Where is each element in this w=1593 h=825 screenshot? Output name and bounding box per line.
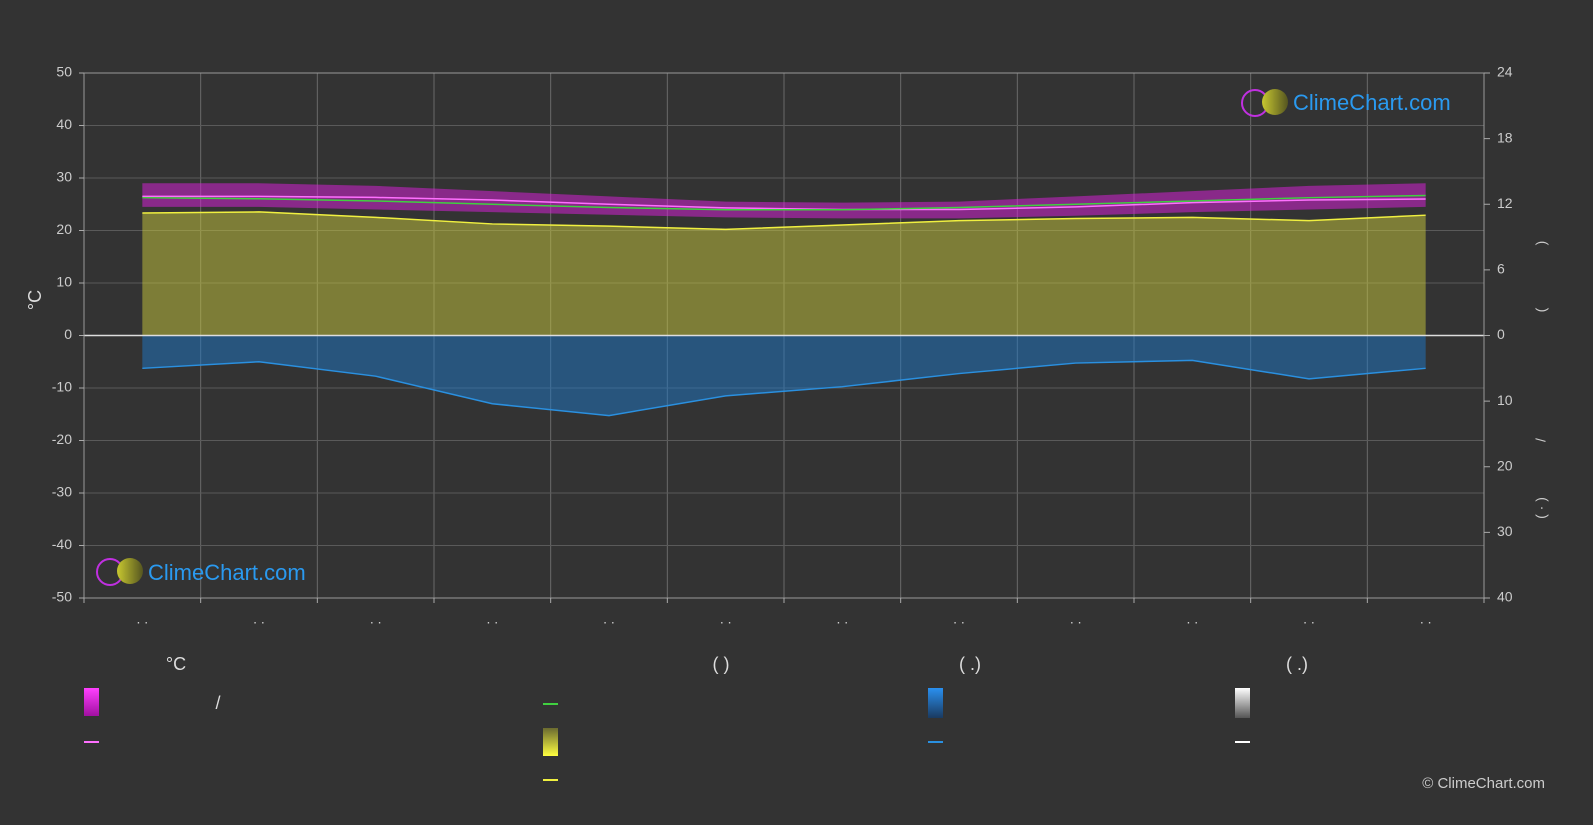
legend-heading: ( .) [1286,654,1308,674]
plot-area [83,72,1485,599]
line [142,211,1426,231]
y-axis-label: °C [25,290,45,310]
x-tick-label: . . [1420,611,1432,627]
y3-tick-label: 30 [1497,523,1513,539]
area-fill [142,335,1426,416]
y2-tick-label: 18 [1497,129,1513,145]
area-fill [142,211,1426,336]
y2-axis-label: ( [1533,307,1549,312]
legend-swatch [1235,688,1250,718]
x-tick-label: . . [603,611,615,627]
copyright: © ClimeChart.com [1422,775,1545,792]
x-tick-label: . . [486,611,498,627]
legend: °C ( ) ( .) ( .) / [84,654,1308,781]
y-tick-label: 50 [56,64,72,80]
x-tick-label: . . [1186,611,1198,627]
y2-tick-label: 0 [1497,326,1505,342]
legend-heading: ( ) [713,654,730,674]
y3-tick-label: 20 [1497,457,1513,473]
y-tick-label: 0 [64,326,72,342]
temperature-range [142,183,1426,219]
y3-axis-label: ( · ) [1533,497,1549,519]
logo-sun [117,558,143,584]
watermark: ClimeChart.com [1293,90,1451,115]
line [142,359,1426,417]
x-tick-label: . . [253,611,265,627]
logo: ClimeChart.com [1241,89,1451,117]
x-tick-label: . . [836,611,848,627]
x-tick-label: . . [953,611,965,627]
y-tick-label: 20 [56,221,72,237]
y3-tick-label: 10 [1497,392,1513,408]
legend-separator: / [215,693,220,713]
legend-swatch [84,688,99,716]
x-tick-label: . . [136,611,148,627]
x-tick-label: . . [720,611,732,627]
legend-heading: ( .) [959,654,981,674]
legend-heading: °C [166,654,186,674]
x-tick-label: . . [1070,611,1082,627]
line [142,195,1426,211]
y2-tick-label: 24 [1497,64,1513,80]
y2-tick-label: 6 [1497,261,1505,277]
line [142,194,1426,211]
y-tick-label: -30 [52,484,72,500]
y-tick-label: -10 [52,379,72,395]
y3-axis-label: / [1533,438,1549,442]
logo: ClimeChart.com [96,558,306,586]
y-tick-label: 40 [56,116,72,132]
logo-sun [1262,89,1288,115]
y-tick-label: 10 [56,274,72,290]
x-tick-label: . . [1303,611,1315,627]
y-tick-label: 30 [56,169,72,185]
watermark: ClimeChart.com [148,560,306,585]
legend-swatch [928,688,943,718]
x-tick-label: . . [370,611,382,627]
y3-tick-label: 40 [1497,589,1513,605]
y-tick-label: -20 [52,431,72,447]
y-tick-label: -40 [52,536,72,552]
y2-tick-label: 12 [1497,195,1513,211]
y2-axis-label: ) [1533,241,1549,246]
y-tick-label: -50 [52,589,72,605]
legend-swatch [543,728,558,756]
